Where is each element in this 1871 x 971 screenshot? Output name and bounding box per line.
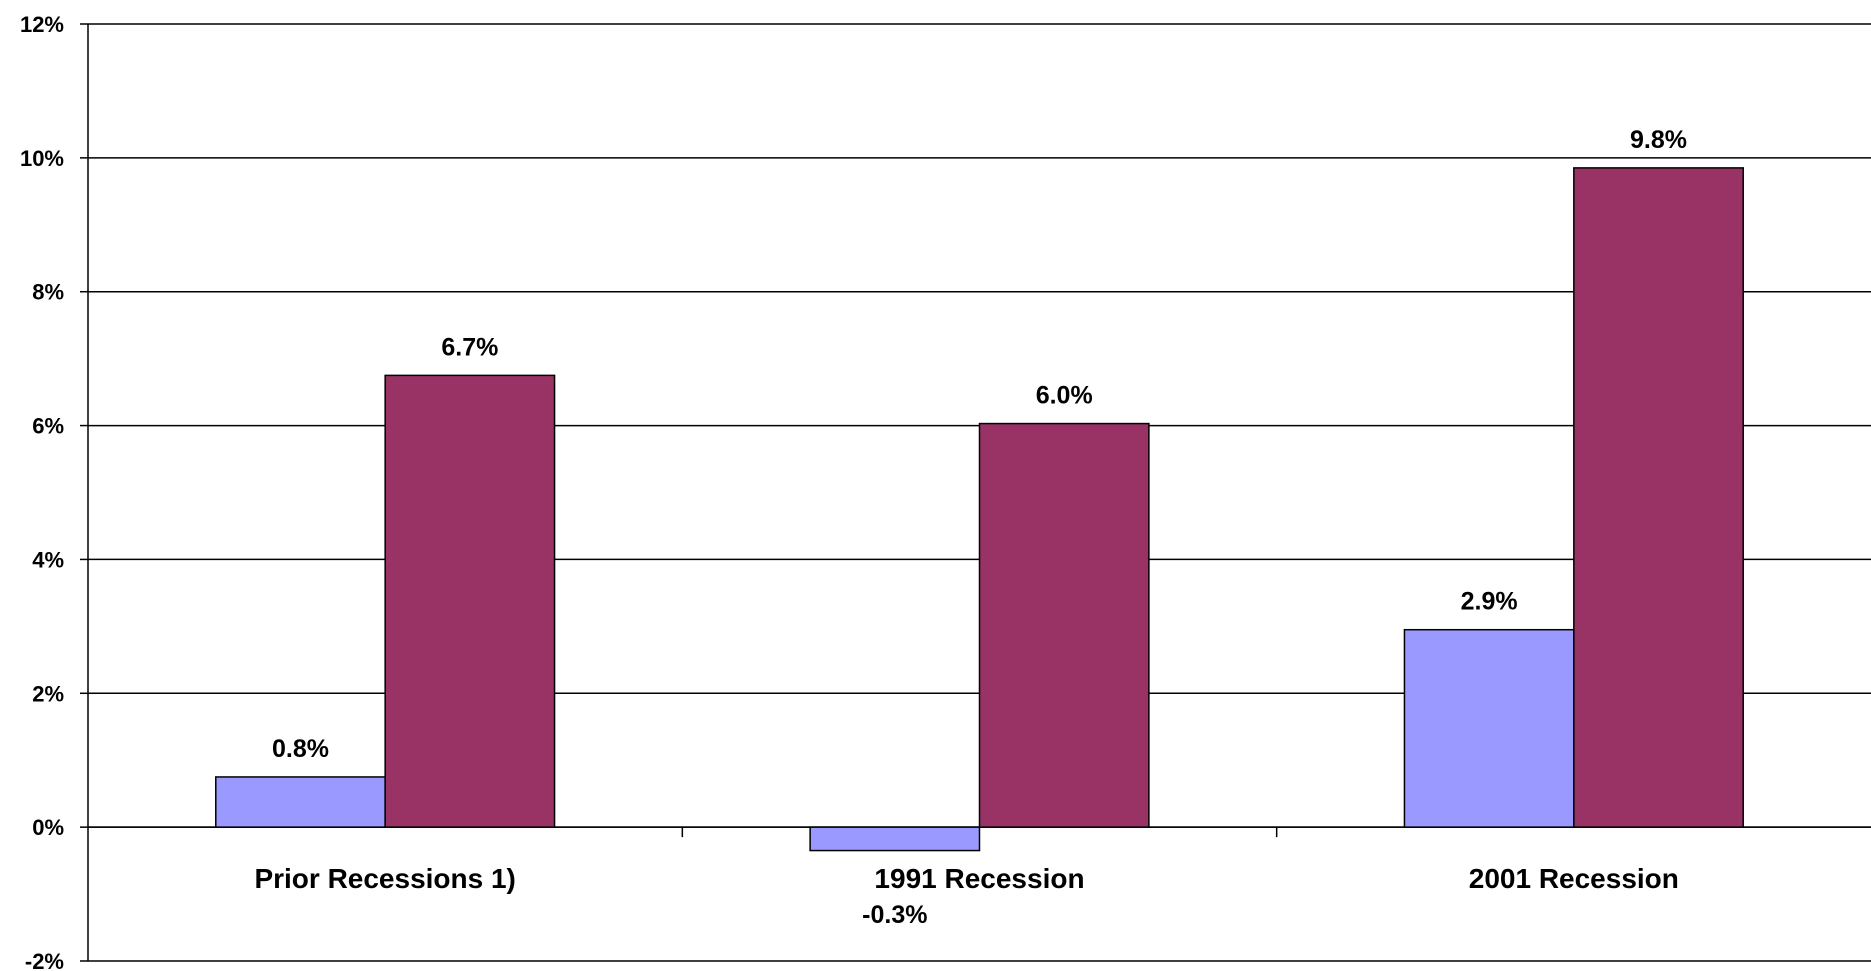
data-label: 6.7% <box>441 333 498 361</box>
data-label: 0.8% <box>272 735 329 763</box>
data-label: -0.3% <box>862 901 927 929</box>
y-tick-label: 4% <box>32 547 64 572</box>
y-tick-label: 12% <box>20 12 64 37</box>
bars <box>215 167 1744 852</box>
y-tick-label: 6% <box>32 414 64 439</box>
bar <box>384 374 556 828</box>
data-label: 6.0% <box>1036 382 1093 410</box>
y-tick-label: 0% <box>32 815 64 840</box>
bar <box>215 776 386 828</box>
data-label: 2.9% <box>1461 588 1518 616</box>
category-label: 2001 Recession <box>1469 863 1679 894</box>
bar <box>1403 628 1575 828</box>
labels: -2% 0% 2% 4% 6% 8% 10% 12% 0.8% 6.7% Prior Recessi… <box>20 12 1687 971</box>
bar <box>1573 167 1744 828</box>
y-tick-label: 2% <box>32 681 64 706</box>
category-label: Prior Recessions 1) <box>254 863 515 894</box>
y-tick-label: -2% <box>25 949 64 971</box>
bar <box>809 826 981 852</box>
category-label: 1991 Recession <box>874 863 1084 894</box>
y-tick-label: 10% <box>20 146 64 171</box>
y-tick-label: 8% <box>32 280 64 305</box>
data-label: 9.8% <box>1630 126 1687 154</box>
bar <box>978 422 1150 828</box>
